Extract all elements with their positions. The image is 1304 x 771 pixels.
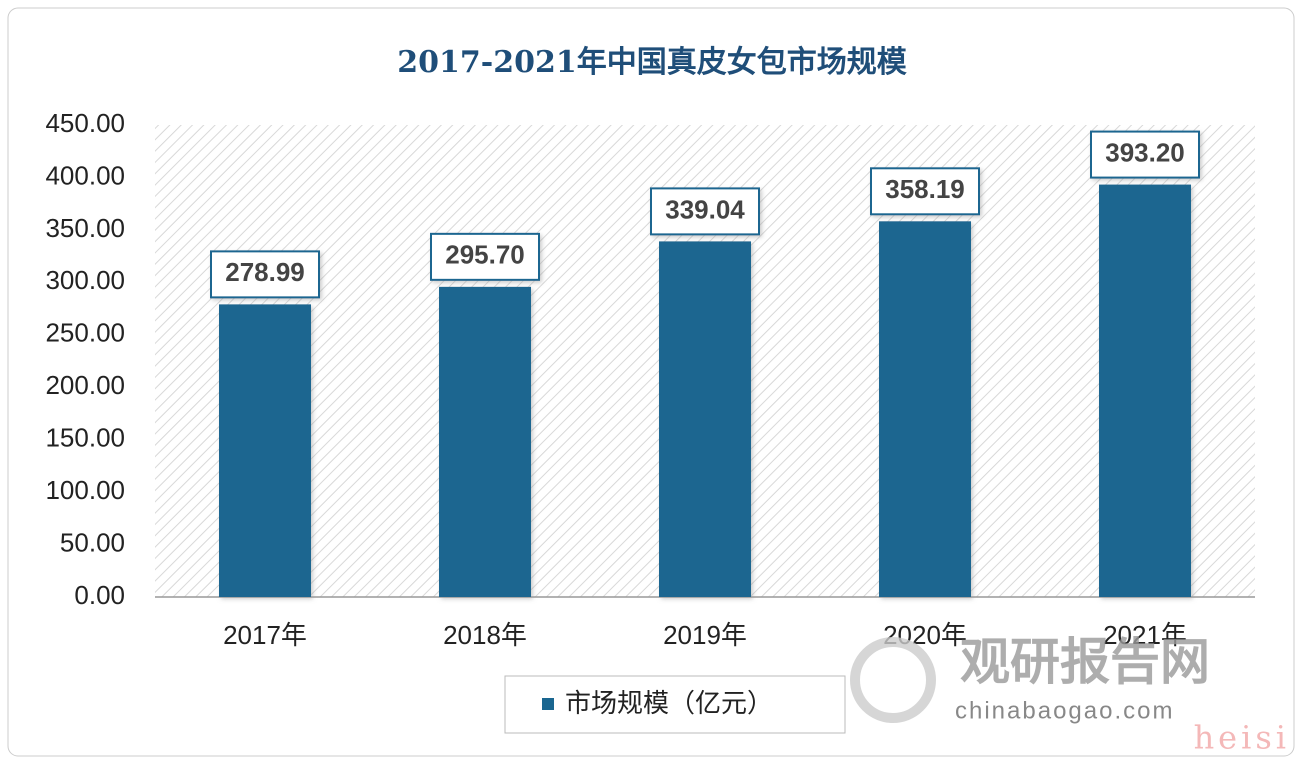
- bar: [1099, 184, 1191, 597]
- chart-title: 2017-2021年中国真皮女包市场规模: [397, 45, 906, 80]
- legend-swatch: [542, 698, 554, 710]
- x-tick-label: 2019年: [663, 620, 747, 650]
- x-tick-label: 2017年: [223, 620, 307, 650]
- bar: [659, 241, 751, 597]
- data-label: 358.19: [885, 174, 965, 204]
- bar: [879, 221, 971, 597]
- y-tick-label: 400.00: [45, 160, 125, 190]
- y-tick-label: 150.00: [45, 423, 125, 453]
- watermark-corner: heisi: [1194, 719, 1290, 757]
- data-label-box: [870, 167, 980, 216]
- y-tick-label: 0.00: [74, 580, 125, 610]
- x-tick-label: 2021年: [1103, 620, 1187, 650]
- data-label: 339.04: [665, 194, 745, 224]
- data-label-box: [650, 187, 760, 236]
- legend-box: [504, 675, 846, 734]
- y-tick-label: 300.00: [45, 265, 125, 295]
- data-label: 278.99: [225, 257, 305, 287]
- y-tick-label: 50.00: [60, 527, 125, 557]
- data-label: 295.70: [445, 240, 525, 270]
- watermark-url: chinabaogao.com: [955, 697, 1174, 724]
- data-label-box: [430, 232, 540, 281]
- watermark-title: 观研报告网: [960, 634, 1210, 690]
- bar: [219, 304, 311, 597]
- bar: [439, 286, 531, 597]
- data-label: 393.20: [1105, 137, 1185, 167]
- y-tick-label: 200.00: [45, 370, 125, 400]
- y-tick-label: 100.00: [45, 475, 125, 505]
- watermark-logo: [850, 637, 936, 723]
- y-tick-label: 250.00: [45, 318, 125, 348]
- data-label-box: [1090, 130, 1200, 179]
- x-tick-label: 2018年: [443, 620, 527, 650]
- data-label-box: [210, 250, 320, 299]
- y-tick-label: 350.00: [45, 213, 125, 243]
- y-tick-label: 450.00: [45, 108, 125, 138]
- legend-label: 市场规模（亿元）: [565, 688, 773, 718]
